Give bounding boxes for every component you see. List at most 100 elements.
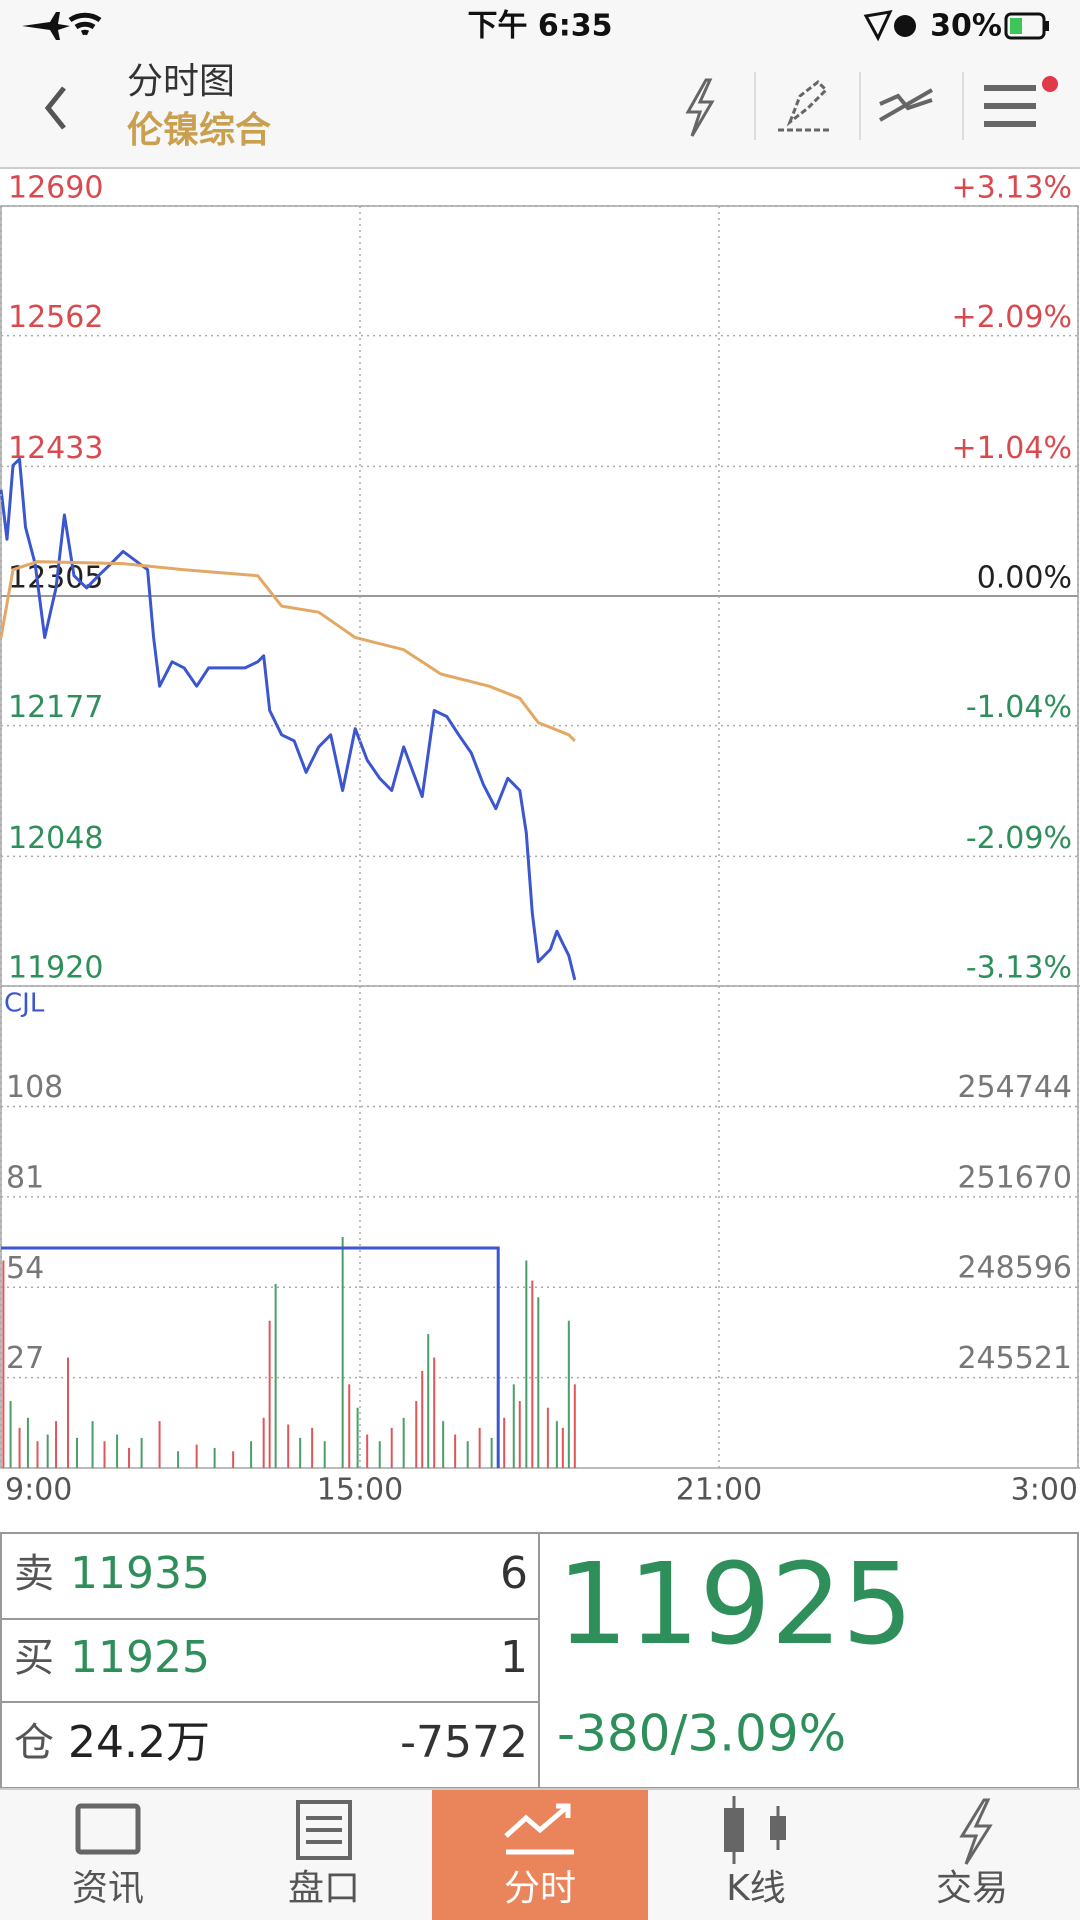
- trade-icon: [959, 1798, 993, 1865]
- volume-bar: [128, 1447, 131, 1468]
- volume-bar: [478, 1427, 481, 1468]
- y-tick-label: 11920: [8, 951, 103, 986]
- y2-tick-label: 245521: [957, 1341, 1072, 1376]
- price-line: [0, 560, 576, 742]
- draw-button[interactable]: [778, 80, 830, 132]
- ask-price: 11935: [70, 1548, 210, 1599]
- intraday-icon: [504, 1803, 574, 1855]
- y-tick-label: 108: [6, 1070, 63, 1105]
- back-button[interactable]: [44, 86, 66, 130]
- row-label: 买: [14, 1635, 54, 1681]
- volume-bar: [415, 1401, 418, 1468]
- tab-news[interactable]: 资讯: [72, 1803, 144, 1909]
- tab-label: 资讯: [72, 1868, 144, 1909]
- volume-label: CJL: [4, 989, 45, 1019]
- volume-bar: [356, 1407, 359, 1468]
- flash-button[interactable]: [685, 78, 715, 137]
- notification-dot: [1042, 76, 1058, 92]
- volume-bar: [116, 1434, 119, 1468]
- y2-tick-label: 251670: [957, 1160, 1072, 1195]
- airplane-icon: [22, 12, 70, 40]
- volume-bar: [55, 1421, 58, 1468]
- volume-bar: [287, 1424, 290, 1468]
- y2-tick-label: +3.13%: [952, 171, 1072, 206]
- volume-bar: [490, 1437, 493, 1468]
- volume-bar: [299, 1437, 302, 1468]
- volume-bar: [378, 1441, 381, 1468]
- volume-bar: [573, 1384, 576, 1468]
- active-tab-bg: [432, 1790, 648, 1920]
- instrument-name: 伦镍综合: [127, 110, 271, 151]
- volume-bar: [75, 1437, 78, 1468]
- x-tick-label: 9:00: [5, 1473, 72, 1508]
- volume-bar: [158, 1421, 161, 1468]
- x-tick-label: 15:00: [317, 1473, 403, 1508]
- volume-bar: [390, 1427, 393, 1468]
- volume-bar: [67, 1357, 70, 1468]
- volume-bar: [311, 1427, 314, 1468]
- volume-bar: [421, 1370, 424, 1468]
- y-tick-label: 12177: [8, 690, 103, 725]
- tab-label: 盘口: [288, 1868, 360, 1909]
- tab-trade[interactable]: 交易: [936, 1798, 1008, 1909]
- oi-change: -7572: [400, 1717, 528, 1768]
- y2-tick-label: -3.13%: [966, 951, 1072, 986]
- volume-bar: [454, 1434, 457, 1468]
- ask-qty: 6: [500, 1548, 528, 1599]
- tab-label: K线: [726, 1868, 786, 1909]
- x-tick-label: 21:00: [676, 1473, 762, 1508]
- tab-intraday[interactable]: 分时: [504, 1803, 576, 1909]
- y2-tick-label: -1.04%: [966, 690, 1072, 725]
- open-interest-line: [1, 1246, 500, 1468]
- tab-kline[interactable]: K线: [724, 1796, 786, 1909]
- price-change: -380/3.09%: [557, 1705, 846, 1763]
- battery-icon: [1004, 12, 1046, 40]
- bid-qty: 1: [500, 1632, 528, 1683]
- menu-button[interactable]: [984, 85, 1036, 127]
- last-price: 11925: [557, 1540, 913, 1670]
- y2-tick-label: +1.04%: [952, 431, 1072, 466]
- volume-bar: [140, 1437, 143, 1468]
- volume-bar: [213, 1447, 216, 1468]
- volume-bar: [466, 1441, 469, 1468]
- tab-label: 分时: [504, 1868, 576, 1909]
- volume-bar: [195, 1444, 198, 1468]
- tab-orderbook[interactable]: 盘口: [288, 1800, 360, 1909]
- volume-bar: [18, 1427, 21, 1468]
- clock: 下午 6:35: [467, 9, 612, 44]
- chart-frame: [0, 205, 1079, 1469]
- volume-bar: [250, 1441, 253, 1468]
- volume-bar: [442, 1421, 445, 1468]
- volume-bar: [567, 1320, 570, 1468]
- volume-bar: [525, 1260, 528, 1468]
- volume-bar: [512, 1384, 515, 1468]
- news-icon: [75, 1803, 141, 1855]
- tab-label: 交易: [936, 1868, 1008, 1909]
- volume-bar: [26, 1417, 29, 1468]
- volume-bar: [427, 1334, 430, 1468]
- chart-layer: 12690125621243312305121771204811920+3.13…: [0, 171, 1079, 1508]
- orderbook-icon: [296, 1800, 352, 1860]
- y-tick-label: 27: [6, 1341, 44, 1376]
- y-tick-label: 12433: [8, 431, 103, 466]
- volume-bar: [366, 1434, 369, 1468]
- y2-tick-label: +2.09%: [952, 300, 1072, 335]
- y2-tick-label: -2.09%: [966, 821, 1072, 856]
- volume-bar: [91, 1421, 94, 1468]
- volume-bar: [177, 1451, 180, 1468]
- y-tick-label: 81: [6, 1160, 44, 1195]
- y-tick-label: 12048: [8, 821, 103, 856]
- volume-bar: [262, 1417, 265, 1468]
- open-interest: 24.2万: [68, 1717, 210, 1768]
- indicator-button[interactable]: [879, 88, 933, 122]
- kline-candle: [770, 1816, 786, 1840]
- x-tick-label: 3:00: [1011, 1473, 1078, 1508]
- y2-tick-label: 0.00%: [977, 561, 1072, 596]
- volume-bar: [402, 1417, 405, 1468]
- bid-price: 11925: [70, 1632, 210, 1683]
- kline-candle: [724, 1808, 744, 1852]
- row-label: 仓: [14, 1720, 54, 1766]
- volume-bar: [518, 1401, 521, 1468]
